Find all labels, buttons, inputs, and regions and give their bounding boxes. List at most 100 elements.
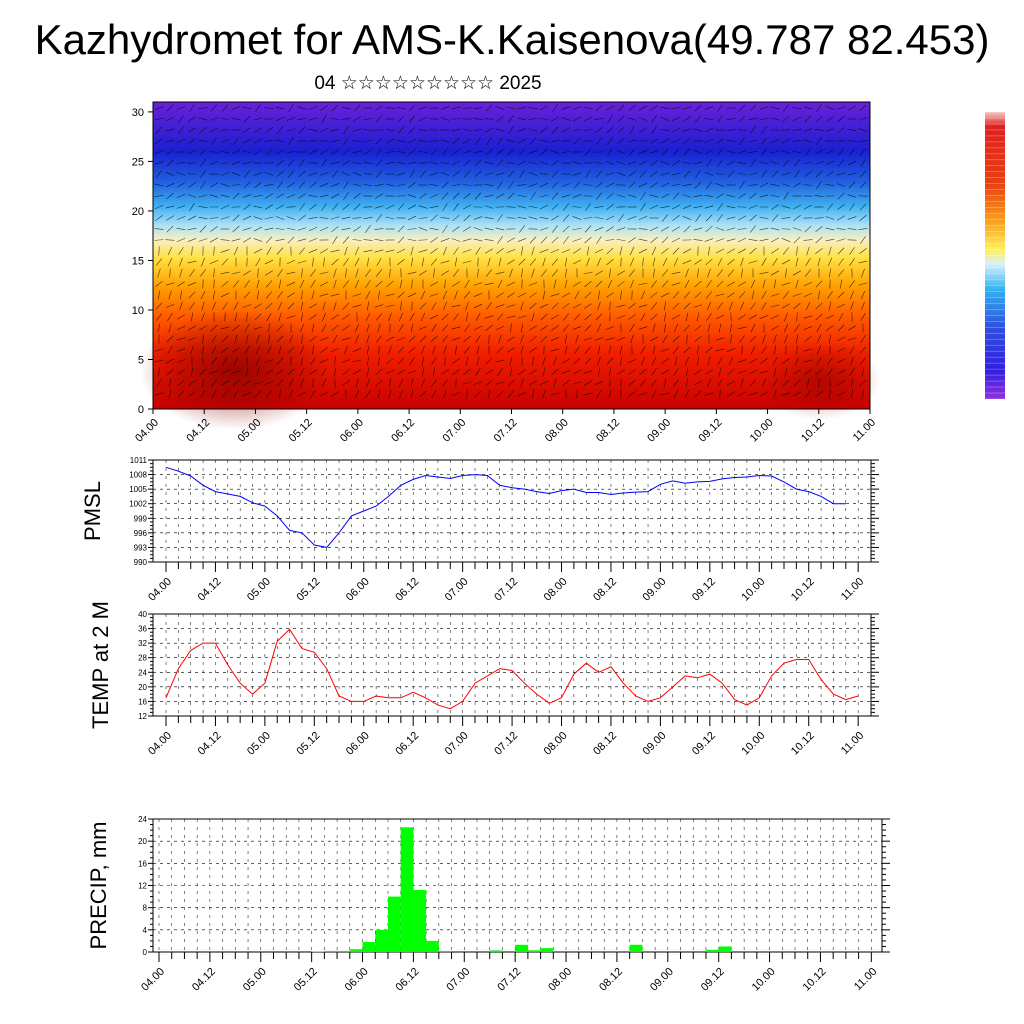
wind-vector <box>829 268 831 278</box>
wind-vector <box>254 390 262 398</box>
x-tick-label: 07.00 <box>443 576 471 604</box>
wind-vector <box>749 104 757 112</box>
wind-vector <box>398 378 404 388</box>
wind-vector <box>737 173 747 175</box>
wind-vector <box>231 106 241 110</box>
wind-vector <box>804 115 812 123</box>
wind-vector <box>334 356 336 366</box>
wind-vector <box>583 184 593 186</box>
wind-vector <box>639 379 647 387</box>
wind-vector <box>594 162 604 164</box>
wind-vector <box>671 172 681 176</box>
wind-vector <box>594 270 604 276</box>
wind-vector <box>705 258 713 266</box>
wind-vector <box>407 370 417 374</box>
wind-vector <box>693 380 703 386</box>
wind-vector <box>431 389 437 399</box>
wind-vector <box>452 226 460 232</box>
wind-vector <box>660 161 670 165</box>
wind-vector <box>332 236 338 244</box>
wind-vector <box>155 258 163 266</box>
wind-vector <box>628 181 636 189</box>
wind-vector <box>737 228 747 230</box>
wind-vector <box>551 258 559 266</box>
wind-vector <box>200 269 206 277</box>
wind-vector <box>660 107 670 109</box>
wind-vector <box>770 161 780 165</box>
wind-vector <box>539 194 549 198</box>
wind-vector <box>751 290 755 300</box>
wind-vector <box>739 335 745 343</box>
wind-vector <box>693 205 703 209</box>
wind-vector <box>418 325 428 331</box>
y-axis-label: TEMP at 2 M <box>88 601 113 729</box>
wind-vector <box>396 172 406 176</box>
wind-vector <box>331 203 339 211</box>
wind-vector <box>572 206 582 208</box>
wind-vector <box>572 326 582 330</box>
precip-bar <box>540 948 554 952</box>
wind-vector <box>638 238 648 242</box>
wind-vector <box>748 239 758 241</box>
wind-vector <box>850 301 854 311</box>
wind-vector <box>803 162 813 164</box>
wind-vector <box>308 303 318 309</box>
wind-vector <box>187 215 197 221</box>
wind-vector <box>177 379 185 387</box>
wind-vector <box>497 236 503 244</box>
wind-vector <box>671 183 681 187</box>
wind-vector <box>858 128 868 132</box>
wind-vector <box>341 171 351 177</box>
wind-vector <box>255 104 261 112</box>
wind-vector <box>397 126 405 134</box>
wind-vector <box>638 248 648 254</box>
wind-vector <box>363 239 373 241</box>
wind-vector <box>572 128 582 132</box>
wind-vector <box>663 378 667 388</box>
wind-vector <box>849 345 855 355</box>
x-tick-label: 11.00 <box>839 730 866 757</box>
wind-vector <box>462 183 472 187</box>
wind-vector <box>265 148 273 156</box>
wind-vector <box>759 216 769 220</box>
wind-vector <box>826 325 834 331</box>
wind-vector <box>639 170 647 178</box>
wind-vector <box>850 389 854 399</box>
wind-vector <box>220 380 230 386</box>
wind-vector <box>440 238 450 242</box>
wind-vector <box>773 367 777 377</box>
wind-vector <box>770 106 780 110</box>
wind-vector <box>301 268 303 278</box>
wind-vector <box>377 323 381 333</box>
wind-vector <box>485 149 493 155</box>
wind-vector <box>310 389 316 399</box>
wind-vector <box>629 324 635 332</box>
precip-bar <box>362 942 376 952</box>
wind-vector <box>365 290 371 300</box>
wind-vector <box>781 150 791 154</box>
wind-vector <box>210 324 218 332</box>
wind-vector <box>528 325 538 331</box>
wind-vector <box>528 150 538 154</box>
wind-vector <box>275 106 285 110</box>
wind-vector <box>815 313 823 321</box>
chart-title: Kazhydromet for AMS-K.Kaisenova(49.787 8… <box>34 16 990 63</box>
wind-vector <box>750 323 756 333</box>
wind-vector <box>243 291 251 299</box>
wind-vector <box>671 107 681 109</box>
y-tick-label: 28 <box>138 654 147 663</box>
wind-vector <box>595 182 603 188</box>
wind-vector <box>352 304 362 308</box>
wind-vector <box>209 182 219 188</box>
wind-vector <box>154 359 164 363</box>
wind-vector <box>363 162 373 164</box>
wind-vector <box>265 270 273 276</box>
wind-vector <box>628 391 636 397</box>
wind-vector <box>805 390 811 398</box>
wind-vector <box>551 192 559 200</box>
wind-vector <box>860 335 866 343</box>
wind-vector <box>849 148 855 156</box>
wind-vector <box>693 227 703 231</box>
wind-vector <box>265 291 273 299</box>
wind-vector <box>737 281 747 287</box>
